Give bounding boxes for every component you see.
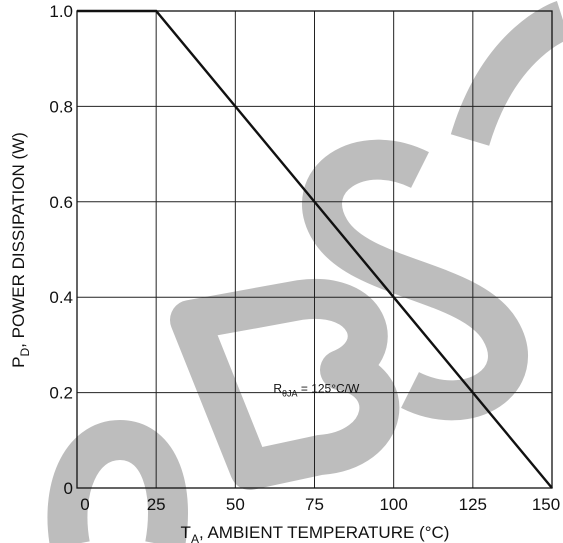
y-tick-label: 0.6 (49, 193, 73, 212)
y-axis-title: PD, POWER DISSIPATION (W) (9, 132, 32, 368)
x-tick-label: 25 (147, 495, 166, 514)
plot-frame (76, 10, 553, 489)
x-tick-label: 100 (379, 495, 407, 514)
y-tick-label: 0 (64, 479, 73, 498)
obsolete-watermark (47, 0, 563, 543)
x-tick-label: 50 (226, 495, 245, 514)
x-axis-title: TA, AMBIENT TEMPERATURE (°C) (181, 523, 450, 543)
y-tick-label: 0.2 (49, 384, 73, 403)
x-tick-label: 125 (459, 495, 487, 514)
thermal-resistance-label: RθJA = 125°C/W (273, 382, 360, 399)
derating-curve (77, 9, 553, 489)
y-tick-label: 0.8 (49, 97, 73, 116)
x-tick-labels: 0 25 50 75 100 125 150 (80, 495, 560, 514)
x-tick-label: 75 (305, 495, 324, 514)
y-tick-labels: 0 0.2 0.4 0.6 0.8 1.0 (49, 2, 73, 498)
y-tick-label: 0.4 (49, 288, 73, 307)
y-tick-label: 1.0 (49, 2, 73, 21)
x-tick-label: 0 (80, 495, 89, 514)
x-tick-label: 150 (532, 495, 560, 514)
